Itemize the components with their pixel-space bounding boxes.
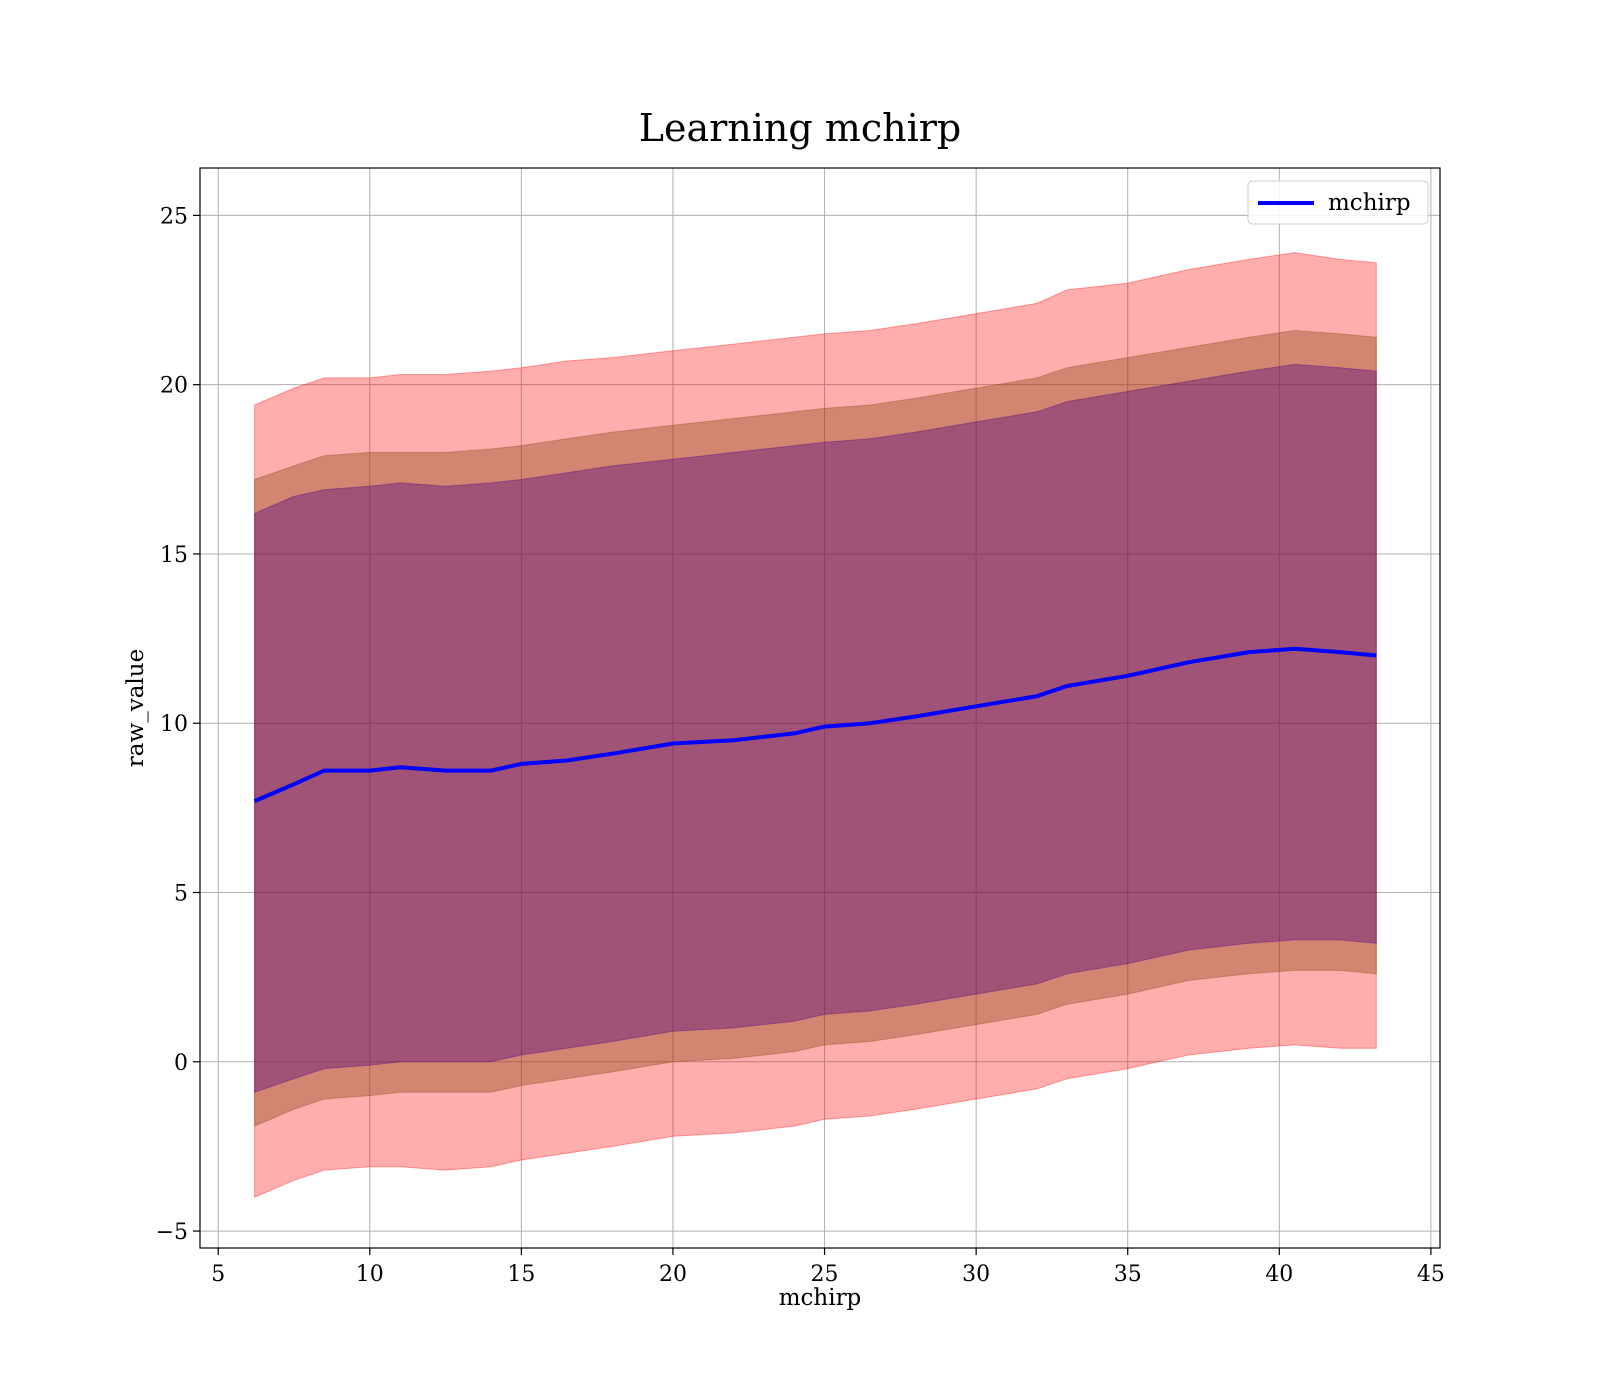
legend-label: mchirp bbox=[1328, 190, 1411, 216]
band-outer bbox=[254, 252, 1377, 1198]
legend: mchirp bbox=[1247, 180, 1429, 225]
x-tick-label: 45 bbox=[1417, 1262, 1445, 1287]
x-tick-label: 40 bbox=[1265, 1262, 1293, 1287]
x-tick-label: 15 bbox=[507, 1262, 535, 1287]
y-tick-label: 25 bbox=[160, 204, 188, 229]
series-line-mchirp bbox=[253, 646, 1377, 803]
x-tick-label: 20 bbox=[659, 1262, 687, 1287]
plot-frame bbox=[199, 167, 1441, 1249]
legend-box bbox=[1247, 180, 1429, 225]
y-tick-label: 20 bbox=[160, 374, 188, 399]
x-tick-label: 30 bbox=[962, 1262, 990, 1287]
y-tick-label: −5 bbox=[156, 1220, 188, 1245]
axis-ticks: 5 10 15 20 25 30 35 40 45 −5 0 5 10 15 20 25 bbox=[156, 204, 1445, 1287]
x-tick-label: 25 bbox=[811, 1262, 839, 1287]
x-tick-label: 35 bbox=[1114, 1262, 1142, 1287]
y-tick-label: 5 bbox=[174, 882, 188, 907]
y-axis-label: raw_value bbox=[123, 649, 149, 767]
y-tick-label: 10 bbox=[160, 712, 188, 737]
chart-title: Learning mchirp bbox=[639, 106, 961, 150]
y-tick-label: 15 bbox=[160, 543, 188, 568]
confidence-bands bbox=[254, 252, 1377, 1198]
x-tick-label: 10 bbox=[356, 1262, 384, 1287]
x-tick-label: 5 bbox=[211, 1262, 225, 1287]
x-axis-label: mchirp bbox=[779, 1285, 862, 1311]
y-tick-label: 0 bbox=[174, 1051, 188, 1076]
series-lines bbox=[253, 646, 1377, 803]
